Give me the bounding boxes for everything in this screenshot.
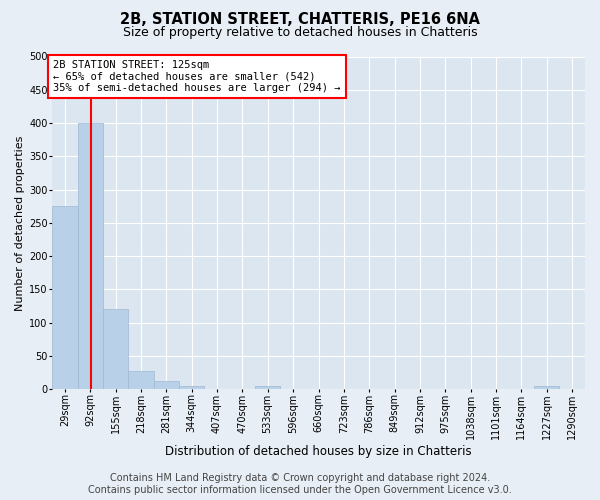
Bar <box>103 310 128 389</box>
X-axis label: Distribution of detached houses by size in Chatteris: Distribution of detached houses by size … <box>165 444 472 458</box>
Y-axis label: Number of detached properties: Number of detached properties <box>15 135 25 310</box>
Text: Size of property relative to detached houses in Chatteris: Size of property relative to detached ho… <box>122 26 478 39</box>
Bar <box>154 380 179 389</box>
Text: Contains HM Land Registry data © Crown copyright and database right 2024.
Contai: Contains HM Land Registry data © Crown c… <box>88 474 512 495</box>
Bar <box>128 371 154 389</box>
Bar <box>255 386 280 389</box>
Text: 2B, STATION STREET, CHATTERIS, PE16 6NA: 2B, STATION STREET, CHATTERIS, PE16 6NA <box>120 12 480 28</box>
Bar <box>52 206 77 389</box>
Text: 2B STATION STREET: 125sqm
← 65% of detached houses are smaller (542)
35% of semi: 2B STATION STREET: 125sqm ← 65% of detac… <box>53 60 341 93</box>
Bar <box>534 386 559 389</box>
Bar <box>77 123 103 389</box>
Bar <box>179 386 205 389</box>
